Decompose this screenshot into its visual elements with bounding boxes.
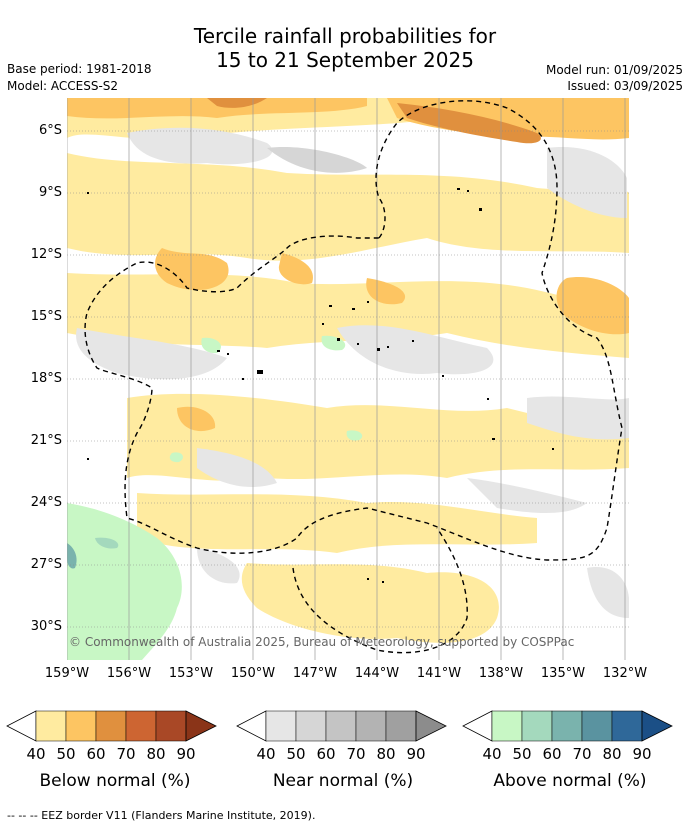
colorbar-tick-label: 50 bbox=[512, 745, 532, 763]
lat-label-30s: 30°S bbox=[30, 619, 62, 634]
lon-label-138w: 138°W bbox=[478, 666, 524, 681]
below-normal-colorbar bbox=[6, 710, 217, 742]
colorbar-tick-label: 40 bbox=[256, 745, 276, 763]
eez-border bbox=[84, 100, 623, 654]
colorbar-right-arrow bbox=[185, 710, 217, 742]
lon-label-147w: 147°W bbox=[292, 666, 338, 681]
colorbar-tick-label: 70 bbox=[572, 745, 592, 763]
colorbar-segment bbox=[295, 710, 327, 742]
map-title-line2: 15 to 21 September 2025 bbox=[216, 48, 474, 72]
colorbar-left-arrow bbox=[6, 710, 37, 742]
colorbar-tick-label: 60 bbox=[86, 745, 106, 763]
colorbar-tick-label: 40 bbox=[26, 745, 46, 763]
below-normal-legend-title: Below normal (%) bbox=[39, 771, 191, 791]
colorbar-tick-label: 90 bbox=[406, 745, 426, 763]
colorbar-segment bbox=[521, 710, 553, 742]
lat-label-15s: 15°S bbox=[30, 309, 62, 324]
base-period-label: Base period: 1981-2018 bbox=[7, 62, 152, 76]
colorbar-tick-label: 60 bbox=[542, 745, 562, 763]
lat-label-21s: 21°S bbox=[30, 433, 62, 448]
eez-footnote: -- -- -- EEZ border V11 (Flanders Marine… bbox=[7, 809, 316, 822]
colorbar-segment bbox=[355, 710, 387, 742]
grid-lines bbox=[67, 130, 629, 628]
colorbar-segment bbox=[155, 710, 187, 742]
issued-label: Issued: 03/09/2025 bbox=[567, 79, 683, 93]
colorbar-left-arrow bbox=[236, 710, 267, 742]
lon-label-141w: 141°W bbox=[416, 666, 462, 681]
colorbar-segment bbox=[95, 710, 127, 742]
model-label: Model: ACCESS-S2 bbox=[7, 79, 119, 93]
lat-label-27s: 27°S bbox=[30, 557, 62, 572]
colorbar-segment bbox=[265, 710, 297, 742]
lon-label-150w: 150°W bbox=[230, 666, 276, 681]
colorbar-left-arrow bbox=[462, 710, 493, 742]
map-title-line1: Tercile rainfall probabilities for bbox=[193, 24, 497, 48]
colorbar-tick-label: 80 bbox=[602, 745, 622, 763]
copyright-notice: © Commonwealth of Australia 2025, Bureau… bbox=[69, 635, 574, 649]
colorbar-right-arrow bbox=[641, 710, 673, 742]
colorbar-segment bbox=[611, 710, 643, 742]
colorbar-tick-label: 50 bbox=[286, 745, 306, 763]
lon-label-153w: 153°W bbox=[168, 666, 214, 681]
model-run-label: Model run: 01/09/2025 bbox=[545, 63, 683, 77]
lat-label-24s: 24°S bbox=[30, 495, 62, 510]
lon-label-135w: 135°W bbox=[540, 666, 586, 681]
lat-label-6s: 6°S bbox=[38, 123, 62, 138]
lon-label-132w: 132°W bbox=[602, 666, 648, 681]
below-normal-shading bbox=[67, 98, 629, 643]
colorbar-tick-label: 70 bbox=[346, 745, 366, 763]
colorbar-tick-label: 80 bbox=[376, 745, 396, 763]
colorbar-segment bbox=[35, 710, 67, 742]
colorbar-segment bbox=[125, 710, 157, 742]
lat-label-12s: 12°S bbox=[30, 247, 62, 262]
colorbar-tick-label: 60 bbox=[316, 745, 336, 763]
colorbar-tick-label: 90 bbox=[632, 745, 652, 763]
lon-label-156w: 156°W bbox=[106, 666, 152, 681]
meridian-lines bbox=[67, 98, 626, 660]
islands bbox=[87, 188, 554, 583]
colorbar-tick-label: 70 bbox=[116, 745, 136, 763]
above-normal-legend-title: Above normal (%) bbox=[493, 771, 647, 791]
lon-label-144w: 144°W bbox=[354, 666, 400, 681]
near-normal-colorbar bbox=[236, 710, 447, 742]
colorbar-segment bbox=[385, 710, 417, 742]
colorbar-segment bbox=[551, 710, 583, 742]
colorbar-tick-label: 80 bbox=[146, 745, 166, 763]
colorbar-segment bbox=[325, 710, 357, 742]
colorbar-tick-label: 40 bbox=[482, 745, 502, 763]
above-normal-colorbar bbox=[462, 710, 673, 742]
colorbar-segment bbox=[581, 710, 613, 742]
above-normal-shading bbox=[67, 335, 363, 660]
lat-label-18s: 18°S bbox=[30, 371, 62, 386]
colorbar-segment bbox=[491, 710, 523, 742]
colorbar-tick-label: 90 bbox=[176, 745, 196, 763]
colorbar-right-arrow bbox=[415, 710, 447, 742]
rainfall-probability-map: © Commonwealth of Australia 2025, Bureau… bbox=[67, 98, 629, 660]
near-normal-shading bbox=[76, 127, 629, 618]
colorbar-segment bbox=[65, 710, 97, 742]
near-normal-legend-title: Near normal (%) bbox=[272, 771, 414, 791]
colorbar-tick-label: 50 bbox=[56, 745, 76, 763]
lat-label-9s: 9°S bbox=[38, 185, 62, 200]
lon-label-159w: 159°W bbox=[44, 666, 90, 681]
